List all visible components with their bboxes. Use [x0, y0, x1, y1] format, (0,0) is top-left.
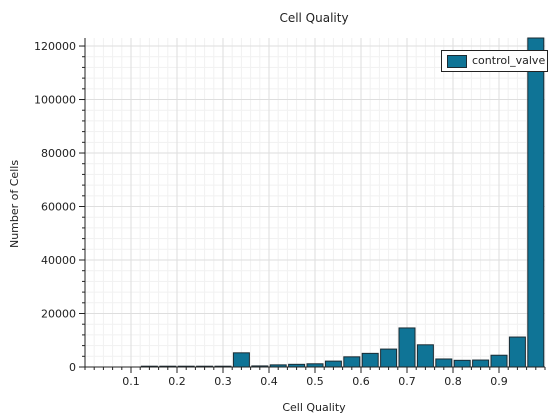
histogram-bar [472, 359, 490, 368]
y-tick-label: 0 [69, 361, 76, 374]
x-tick-label: 0.4 [260, 375, 278, 388]
x-tick-label: 0.3 [214, 375, 232, 388]
x-tick-label: 0.2 [168, 375, 186, 388]
histogram-bar [380, 348, 398, 368]
histogram-bar [416, 344, 434, 368]
x-tick-label: 0.1 [122, 375, 140, 388]
histogram-bar [343, 356, 361, 368]
histogram-bar [435, 358, 453, 368]
y-axis-label: Number of Cells [8, 160, 21, 248]
plot-area: 0.1 0.2 0.3 0.4 0.5 0.6 0.7 0.8 0.9 0 20000 40000 60… [34, 37, 546, 388]
histogram-bar [361, 352, 379, 368]
legend-swatch [447, 55, 467, 68]
x-tick-label: 0.6 [352, 375, 370, 388]
histogram-bar [527, 37, 545, 368]
histogram-bar [453, 359, 471, 368]
x-tick-label: 0.9 [490, 375, 508, 388]
x-tick-label: 0.5 [306, 375, 324, 388]
x-tick-label: 0.8 [444, 375, 462, 388]
y-tick-label: 20000 [41, 308, 76, 321]
histogram-bar [324, 360, 342, 368]
y-tick-label: 80000 [41, 147, 76, 160]
y-tick-label: 120000 [34, 40, 76, 53]
histogram-bar [490, 354, 508, 368]
x-tick-label: 0.7 [398, 375, 416, 388]
legend: control_valve [441, 50, 548, 72]
histogram-bar [398, 327, 416, 368]
y-tick-label: 60000 [41, 201, 76, 214]
x-axis-label: Cell Quality [282, 401, 346, 414]
y-tick-label: 40000 [41, 254, 76, 267]
histogram-bar [508, 336, 526, 368]
legend-label: control_valve [472, 54, 546, 67]
histogram-bar [232, 352, 250, 368]
y-tick-label: 100000 [34, 94, 76, 107]
chart-title: Cell Quality [279, 11, 348, 25]
